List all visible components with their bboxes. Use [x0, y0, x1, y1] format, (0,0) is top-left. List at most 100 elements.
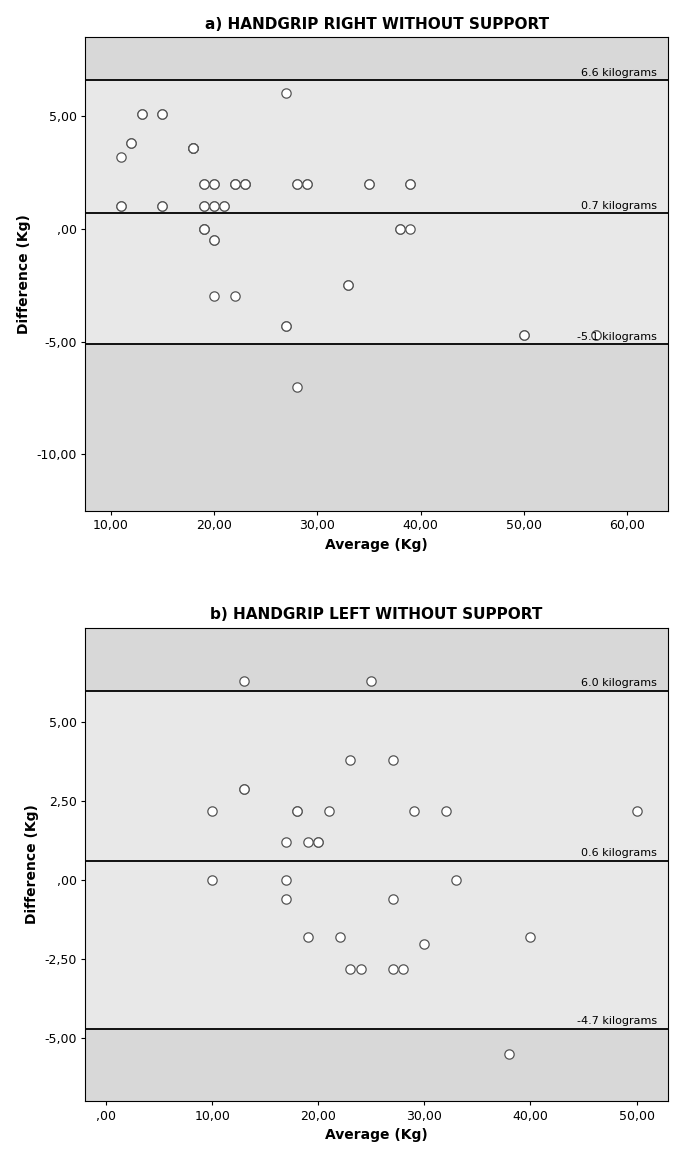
Point: [334, 928, 345, 947]
Point: [503, 1044, 514, 1063]
Point: [136, 104, 147, 123]
Point: [188, 138, 199, 156]
Point: [240, 174, 251, 192]
Text: 6.0 kilograms: 6.0 kilograms: [581, 678, 657, 687]
Point: [198, 219, 209, 238]
Point: [198, 174, 209, 192]
Point: [219, 197, 229, 216]
Point: [198, 197, 209, 216]
Point: [398, 960, 409, 978]
Point: [281, 833, 292, 852]
Point: [240, 174, 251, 192]
Point: [281, 316, 292, 335]
Y-axis label: Difference (Kg): Difference (Kg): [25, 804, 38, 925]
Text: 0.7 kilograms: 0.7 kilograms: [581, 201, 657, 211]
Bar: [85, 344, 669, 511]
Point: [207, 872, 218, 890]
Point: [136, 104, 147, 123]
Text: -5.1 kilograms: -5.1 kilograms: [577, 331, 657, 342]
Point: [631, 802, 642, 821]
Point: [405, 174, 416, 192]
Point: [198, 197, 209, 216]
Point: [229, 287, 240, 306]
Point: [281, 890, 292, 909]
Point: [238, 780, 249, 799]
Point: [342, 276, 353, 294]
Point: [157, 197, 168, 216]
Point: [238, 672, 249, 691]
Point: [126, 133, 137, 152]
Point: [188, 138, 199, 156]
Point: [419, 934, 430, 953]
Point: [238, 780, 249, 799]
Point: [387, 960, 398, 978]
Point: [345, 960, 356, 978]
Point: [198, 174, 209, 192]
Point: [291, 174, 302, 192]
Y-axis label: Difference (Kg): Difference (Kg): [16, 214, 31, 334]
Point: [313, 833, 324, 852]
Point: [208, 231, 219, 249]
Bar: [85, 1029, 669, 1101]
Point: [188, 138, 199, 156]
Point: [281, 872, 292, 890]
Point: [525, 928, 536, 947]
Text: 6.6 kilograms: 6.6 kilograms: [581, 67, 657, 78]
Point: [208, 174, 219, 192]
Point: [291, 174, 302, 192]
Point: [157, 104, 168, 123]
X-axis label: Average (Kg): Average (Kg): [325, 1129, 428, 1143]
Point: [387, 890, 398, 909]
Point: [188, 138, 199, 156]
Point: [208, 197, 219, 216]
Point: [590, 326, 601, 344]
Point: [208, 231, 219, 249]
Point: [313, 833, 324, 852]
Point: [240, 174, 251, 192]
Bar: [85, 37, 669, 80]
Text: 0.6 kilograms: 0.6 kilograms: [581, 848, 657, 858]
Title: a) HANDGRIP RIGHT WITHOUT SUPPORT: a) HANDGRIP RIGHT WITHOUT SUPPORT: [205, 16, 549, 31]
Point: [395, 219, 406, 238]
Point: [408, 802, 419, 821]
Title: b) HANDGRIP LEFT WITHOUT SUPPORT: b) HANDGRIP LEFT WITHOUT SUPPORT: [210, 607, 543, 622]
Point: [440, 802, 451, 821]
Point: [451, 872, 462, 890]
Bar: [85, 628, 669, 691]
Point: [292, 802, 303, 821]
Point: [208, 174, 219, 192]
Point: [208, 287, 219, 306]
Point: [281, 85, 292, 103]
Point: [356, 960, 366, 978]
Point: [364, 174, 375, 192]
Point: [116, 197, 127, 216]
Point: [366, 672, 377, 691]
X-axis label: Average (Kg): Average (Kg): [325, 538, 428, 552]
Point: [364, 174, 375, 192]
Point: [207, 802, 218, 821]
Point: [590, 326, 601, 344]
Point: [301, 174, 312, 192]
Text: -4.7 kilograms: -4.7 kilograms: [577, 1015, 657, 1026]
Point: [387, 751, 398, 770]
Point: [342, 276, 353, 294]
Point: [291, 378, 302, 396]
Point: [405, 219, 416, 238]
Point: [116, 147, 127, 166]
Point: [323, 802, 334, 821]
Point: [198, 219, 209, 238]
Point: [126, 133, 137, 152]
Point: [345, 751, 356, 770]
Point: [519, 326, 530, 344]
Point: [302, 833, 313, 852]
Point: [116, 197, 127, 216]
Point: [229, 174, 240, 192]
Point: [157, 104, 168, 123]
Point: [219, 197, 229, 216]
Point: [302, 928, 313, 947]
Point: [301, 174, 312, 192]
Point: [292, 802, 303, 821]
Point: [281, 316, 292, 335]
Point: [229, 174, 240, 192]
Point: [229, 174, 240, 192]
